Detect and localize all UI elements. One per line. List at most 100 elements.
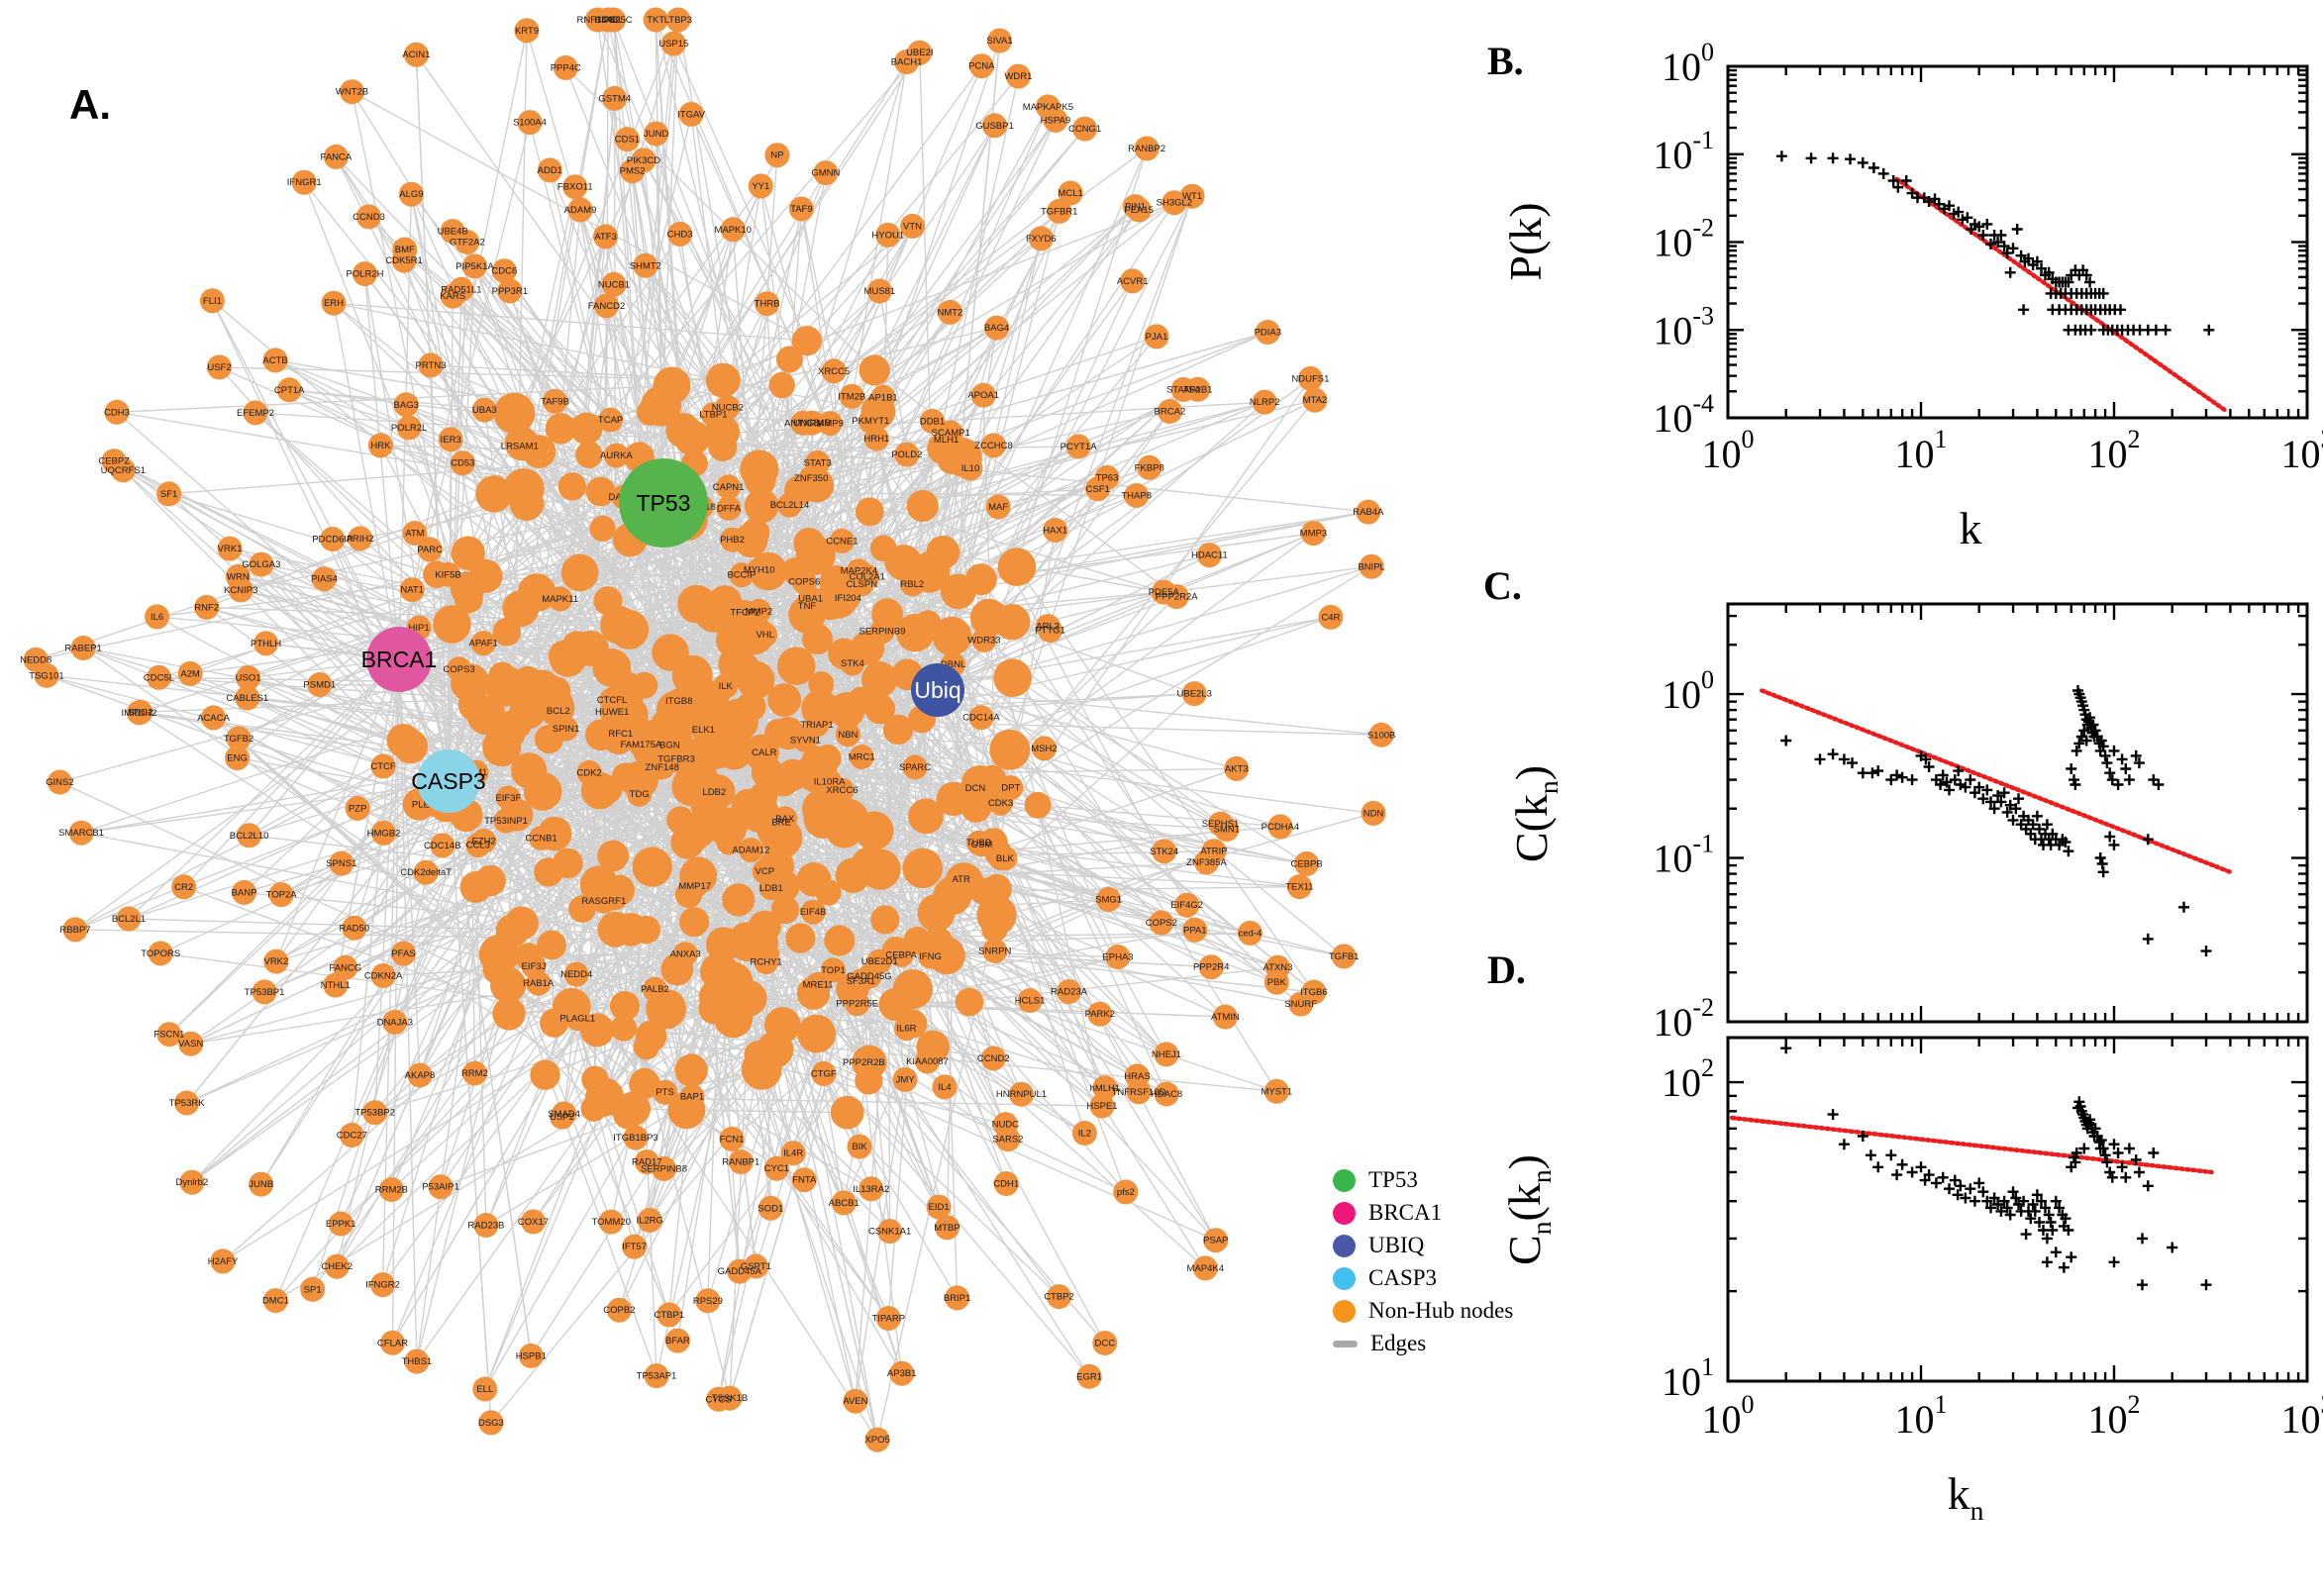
y-tick-label: 10-3 [1653,301,1714,352]
edge [623,1027,1277,1092]
scatter-points [1780,685,2212,957]
legend: TP53 BRCA1 UBIQ CASP3 Non-Hub nodes Edges [1333,1167,1514,1355]
edge [229,548,405,742]
legend-item-casp3: CASP3 [1333,1265,1513,1290]
edge [942,449,981,785]
edge [895,850,1215,1006]
edge [975,565,1372,809]
edge [238,738,498,970]
edge [665,812,1374,1010]
edge [415,54,450,782]
edge [303,181,469,600]
edge [564,66,875,371]
legend-dot-icon [1333,1299,1356,1323]
edge [935,377,1311,914]
edge [686,1109,848,1114]
edge [937,689,1237,770]
gene-node [575,441,603,469]
edge [448,780,532,1356]
legend-label: BRCA1 [1368,1200,1443,1225]
edge [398,658,418,1362]
x-tick-label: 103 [2281,425,2323,476]
edge [398,122,531,660]
legend-label: CASP3 [1368,1265,1438,1290]
legend-label: Edges [1370,1331,1427,1355]
edge [526,19,609,504]
gene-node [609,991,641,1022]
gene-node [932,616,972,656]
panel-c-plot: 100 10-1 10-2 C(kn) [1506,602,2309,1045]
edge [644,898,1109,1085]
gene-node [557,472,587,501]
edge [545,1008,715,1076]
edge [229,548,939,691]
edge [274,929,617,1302]
edge [415,53,684,432]
edge [275,658,400,962]
legend-dot-icon [1333,1234,1356,1257]
gene-node [475,475,513,513]
gene-node [791,326,823,356]
edge [718,993,815,1400]
edge [662,502,1226,1018]
gene-node [679,907,710,938]
edge [937,238,1042,691]
y-tick-label: 10-2 [1653,214,1714,265]
edge [466,185,761,589]
edge [467,552,699,711]
panel-b-plot: 10010110210310010-110-210-310-4P(k)k [1500,38,2323,553]
gene-node [858,354,890,386]
legend-item-non-hub-nodes: Non-Hub nodes [1333,1298,1514,1323]
edge [333,302,807,342]
edge [448,780,878,1441]
edge [943,476,1108,553]
panel-d-plot: 100101102103102101Cn(kn)kn [1499,1036,2323,1526]
x-tick-label: 102 [2088,425,2141,476]
edge [260,563,412,748]
edge [886,613,1217,1242]
gene-node [997,548,1037,586]
edge [937,554,1210,691]
y-tick-label: 102 [1662,1053,1714,1105]
edge [74,780,450,931]
x-tick-label: 101 [1895,425,1948,476]
edge [1038,804,1280,828]
edge [508,968,677,1015]
edge [808,206,1137,545]
edge [398,511,1368,660]
legend-item-brca1: BRCA1 [1333,1200,1513,1225]
gene-node [545,413,577,445]
x-tick-label: 103 [2281,1390,2323,1442]
gene-node [861,661,898,698]
edge [363,273,525,490]
x-axis-title: kn [1948,1468,1984,1526]
legend-item-tp53: TP53 [1333,1167,1513,1192]
y-tick-label: 10-2 [1653,993,1714,1045]
edge [36,573,438,661]
edge [448,265,476,782]
edge [333,303,400,660]
y-tick-label: 10-1 [1653,126,1714,177]
edge [128,658,400,920]
legend-label: Non-Hub nodes [1368,1298,1514,1323]
legend-edge-icon [1333,1340,1358,1347]
edge [523,19,609,489]
edge [937,689,1382,736]
legend-label: UBIQ [1368,1233,1425,1257]
edge [684,940,841,1115]
edge [213,717,509,986]
legend-item-edges: Edges [1333,1331,1513,1355]
gene-node [768,371,795,399]
edge [168,493,438,575]
edge [448,296,454,782]
axis-ticks [1726,64,2309,420]
gene-node [493,392,536,435]
edge [685,639,819,1111]
edge [408,427,600,886]
gene-node [537,930,566,960]
gene-node [530,1059,560,1090]
edge [249,658,400,837]
legend-dot-icon [1333,1266,1356,1290]
edge [359,490,601,540]
